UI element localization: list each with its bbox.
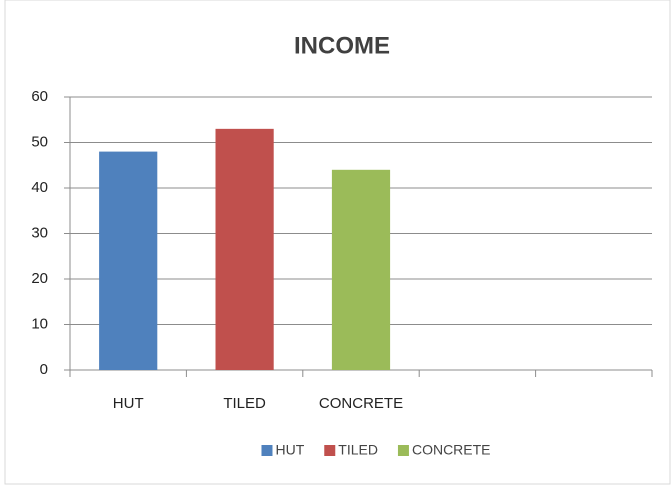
bar [99, 151, 158, 370]
y-tick-label: 0 [40, 361, 48, 378]
y-tick-label: 40 [31, 179, 48, 196]
y-tick-label: 20 [31, 270, 48, 287]
legend-swatch [261, 445, 273, 456]
legend-label: TILED [338, 442, 378, 458]
x-tick-label: TILED [223, 395, 266, 412]
legend-label: HUT [275, 442, 304, 458]
y-tick-label: 50 [31, 133, 48, 150]
chart-title: INCOME [294, 32, 390, 59]
legend-swatch [324, 445, 336, 456]
y-tick-label: 60 [31, 88, 48, 105]
bar [215, 128, 274, 370]
legend-swatch [397, 445, 409, 456]
y-tick-label: 30 [31, 224, 48, 241]
y-tick-label: 10 [31, 315, 48, 332]
bar [331, 169, 391, 370]
x-tick-label: HUT [113, 395, 144, 412]
legend-label: CONCRETE [412, 442, 491, 458]
x-tick-label: CONCRETE [319, 395, 403, 412]
